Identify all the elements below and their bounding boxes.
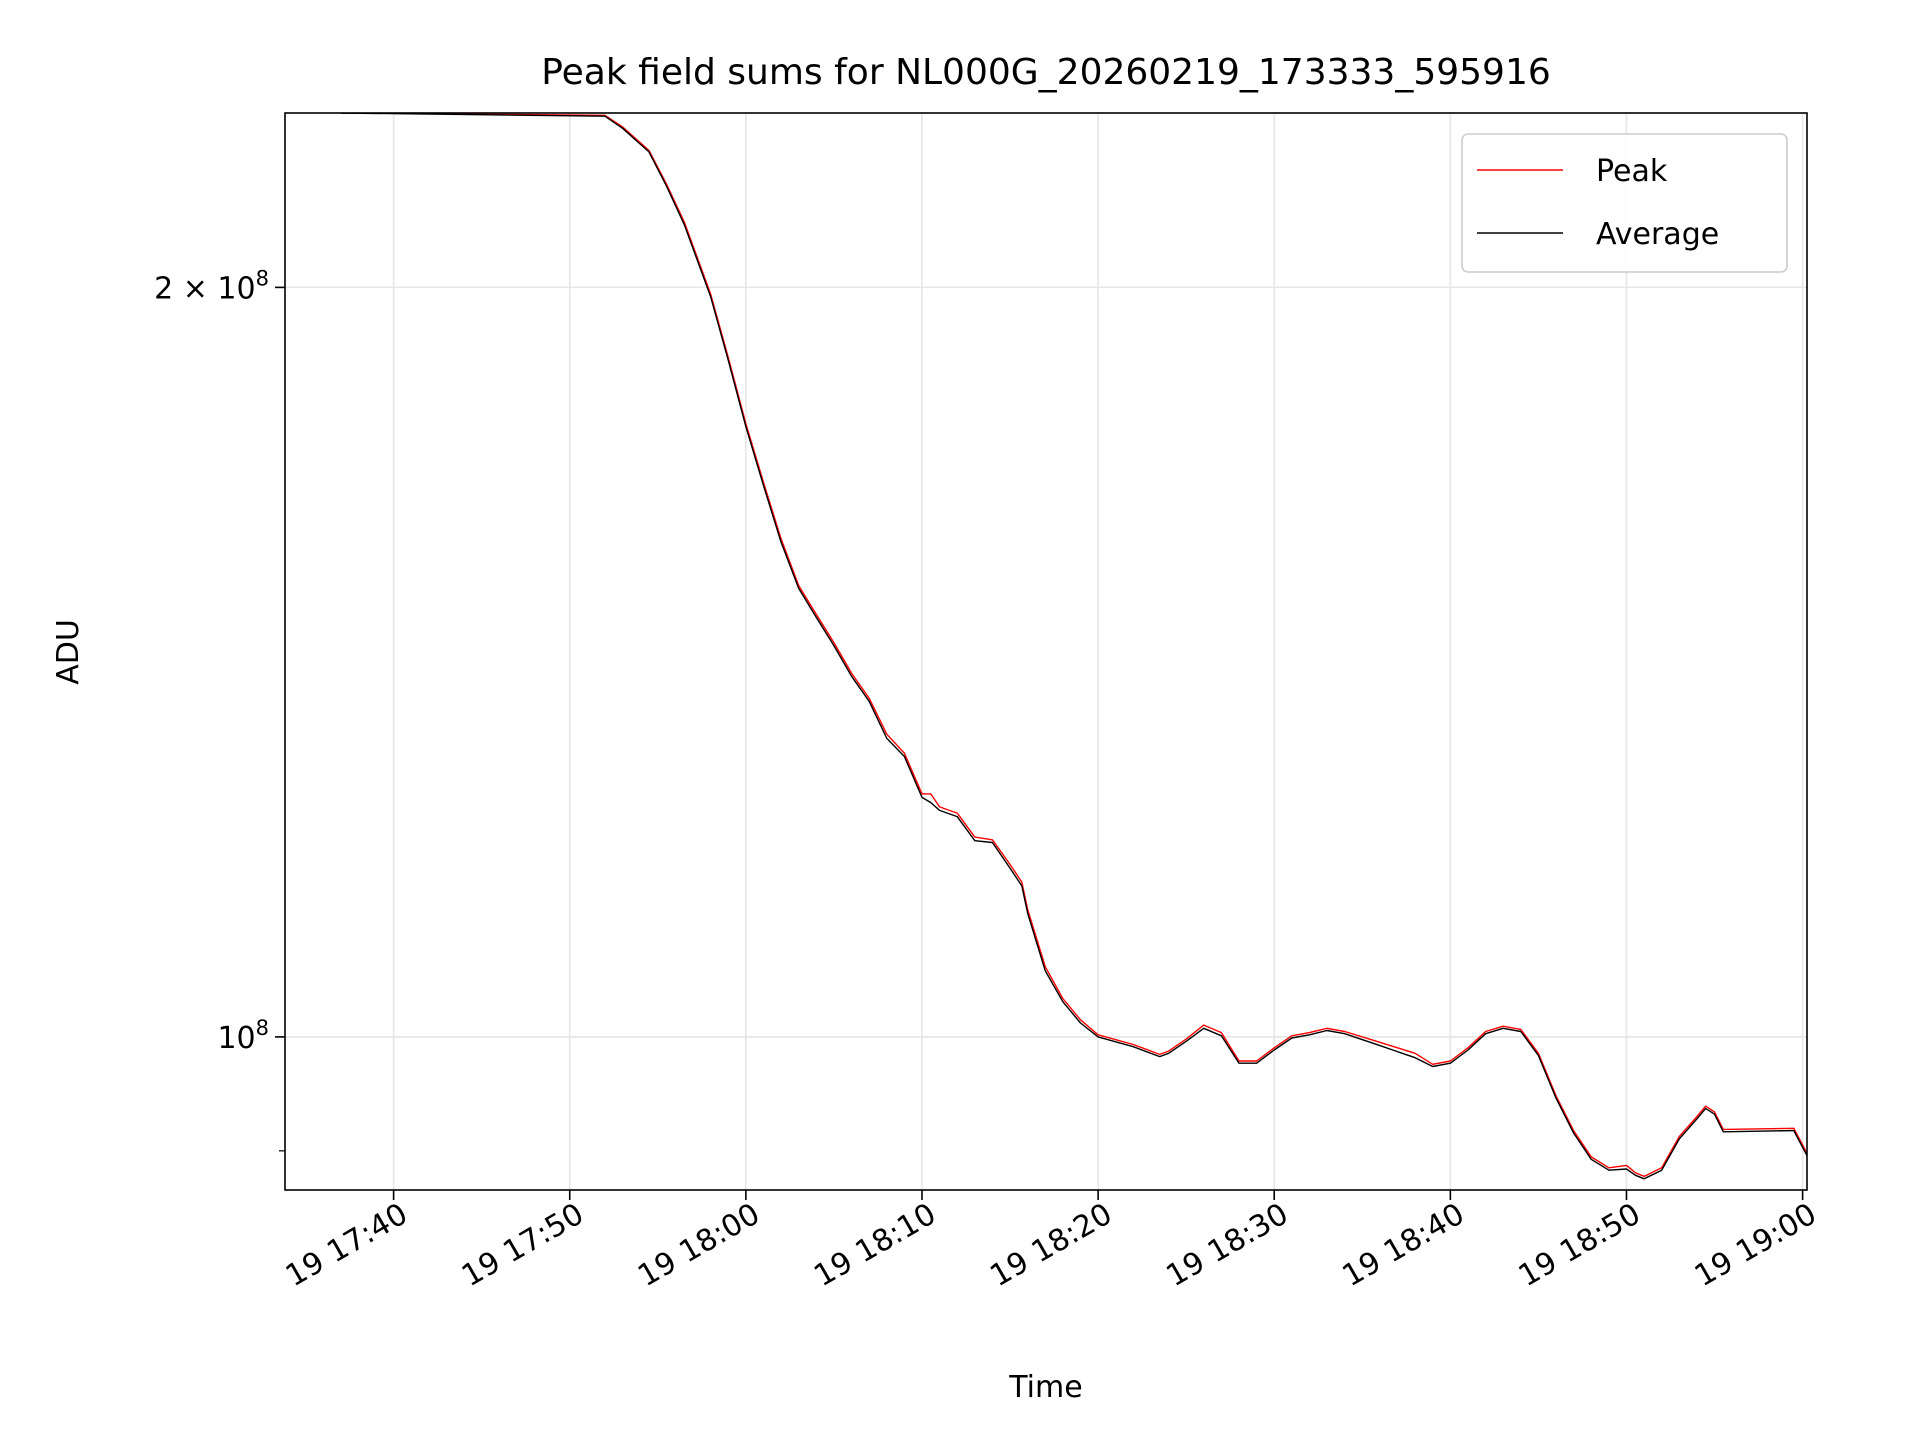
grid xyxy=(285,113,1807,1190)
y-tick-exponent: 8 xyxy=(256,1016,269,1040)
plot-frame xyxy=(284,112,1808,1191)
chart-title: Peak field sums for NL000G_20260219_1733… xyxy=(541,52,1551,93)
y-tick-exponent: 8 xyxy=(256,266,269,290)
legend-label-average: Average xyxy=(1596,217,1719,252)
series-line-average xyxy=(340,113,1807,1180)
y-tick-label: 2 × 108 xyxy=(154,266,269,306)
legend-box xyxy=(1461,133,1788,273)
x-axis-label: Time xyxy=(1008,1370,1082,1405)
y-tick-label: 108 xyxy=(217,1016,269,1056)
legend: Peak Average xyxy=(1461,133,1788,273)
y-tick-base: 2 × 10 xyxy=(154,271,255,306)
series-line-peak xyxy=(340,113,1807,1178)
legend-label-peak: Peak xyxy=(1596,154,1668,189)
series-layer xyxy=(340,113,1807,1180)
y-tick-base: 10 xyxy=(217,1021,255,1056)
y-axis-label: ADU xyxy=(51,619,86,685)
